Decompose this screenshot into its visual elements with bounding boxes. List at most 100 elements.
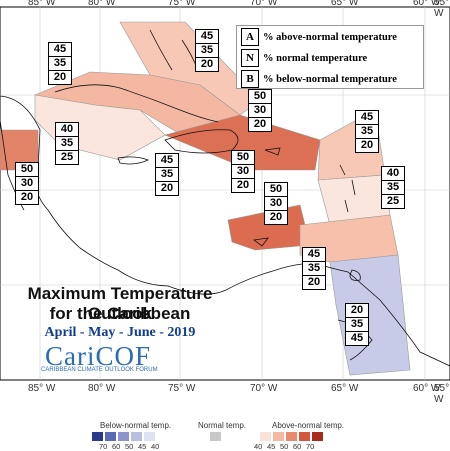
prob-above: 50 [265, 183, 287, 197]
colorbar-normal-title: Normal temp. [198, 421, 247, 430]
prob-box-cuba-west: 40 35 25 [55, 122, 79, 165]
longitude-label-bottom: 75° W [168, 383, 196, 394]
map-title-line2: for the Caribbean [49, 304, 191, 323]
prob-box-turks-caicos: 50 30 20 [248, 89, 272, 132]
legend-key-below: B [241, 70, 259, 88]
prob-box-guianas: 20 35 45 [345, 303, 369, 346]
colorbar-tick-above: 70 [306, 442, 315, 451]
longitude-label-top: 65° W [331, 0, 359, 8]
longitude-label-top: 75° W [168, 0, 196, 8]
longitude-label-bottom: 85° W [28, 383, 56, 394]
prob-box-hispaniola: 50 30 20 [231, 150, 255, 193]
prob-below: 20 [253, 118, 267, 130]
prob-normal: 35 [49, 57, 71, 71]
longitude-label-bottom: 60° W [413, 383, 441, 394]
longitude-label-bottom: 80° W [88, 383, 116, 394]
legend-row-normal: N % normal temperature [237, 48, 423, 68]
prob-normal: 30 [16, 177, 38, 191]
longitude-label-top: 55° W [434, 0, 450, 19]
caricof-logo: CariCOF [45, 341, 152, 371]
prob-normal: 30 [249, 104, 271, 118]
legend-label-above: % above-normal temperature [263, 31, 397, 43]
prob-below: 25 [60, 151, 74, 163]
colorbar-tick-above: 45 [267, 442, 276, 451]
longitude-label-bottom: 70° W [250, 383, 278, 394]
colorbar-tick-below: 45 [138, 442, 147, 451]
longitude-label-top: 85° W [28, 0, 56, 8]
prob-normal: 30 [265, 197, 287, 211]
colorbar-tick-below: 50 [125, 442, 134, 451]
colorbar-swatch-above [273, 432, 284, 441]
colorbar-swatch-normal [210, 432, 221, 441]
longitude-label-top: 70° W [250, 0, 278, 8]
longitude-label-top: 60° W [413, 0, 441, 8]
prob-below: 20 [236, 179, 250, 191]
probability-legend: A % above-normal temperature N % normal … [236, 25, 424, 89]
prob-below: 20 [53, 71, 67, 83]
prob-above: 50 [16, 163, 38, 177]
prob-normal: 35 [196, 44, 218, 58]
colorbar-swatch-below [105, 432, 116, 441]
colorbar-swatch-below [92, 432, 103, 441]
prob-normal: 35 [346, 318, 368, 332]
colorbar-tick-above: 60 [293, 442, 302, 451]
prob-normal: 30 [232, 165, 254, 179]
prob-box-belize: 50 30 20 [15, 162, 39, 205]
colorbar-swatch-below [118, 432, 129, 441]
colorbar-tick-above: 50 [280, 442, 289, 451]
prob-normal: 35 [356, 125, 378, 139]
prob-below: 20 [307, 276, 321, 288]
prob-below: 25 [386, 195, 400, 207]
colorbar-tick-below: 70 [99, 442, 108, 451]
colorbar-tick-below: 40 [151, 442, 160, 451]
legend-key-above: A [241, 28, 259, 46]
prob-normal: 35 [156, 168, 178, 182]
prob-below: 20 [269, 211, 283, 223]
prob-above: 45 [356, 111, 378, 125]
prob-above: 45 [196, 30, 218, 44]
prob-box-bahamas-west: 45 35 20 [48, 42, 72, 85]
prob-below: 20 [160, 182, 174, 194]
prob-box-windward: 40 35 25 [381, 166, 405, 209]
longitude-label-bottom: 55° W [434, 383, 450, 405]
prob-normal: 35 [382, 181, 404, 195]
colorbar-tick-above: 40 [254, 442, 263, 451]
prob-above: 45 [303, 248, 325, 262]
colorbar-swatch-below [144, 432, 155, 441]
longitude-label-bottom: 65° W [331, 383, 359, 394]
prob-box-jamaica: 45 35 20 [155, 153, 179, 196]
prob-below: 20 [200, 58, 214, 70]
map-title-line1: Maximum Temperature Outlook [27, 284, 213, 323]
prob-below: 20 [20, 191, 34, 203]
colorbar-swatch-above [260, 432, 271, 441]
legend-key-normal: N [241, 49, 259, 67]
region-puerto-rico [227, 204, 311, 251]
prob-above: 40 [382, 167, 404, 181]
prob-box-leeward: 45 35 20 [355, 110, 379, 153]
legend-label-below: % below-normal temperature [263, 73, 397, 85]
colorbar-tick-below: 60 [112, 442, 121, 451]
colorbar-below-title: Below-normal temp. [100, 421, 172, 430]
prob-above: 45 [49, 43, 71, 57]
caricof-logo-subtitle: CARIBBEAN CLIMATE OUTLOOK FORUM [41, 367, 158, 373]
prob-above: 40 [56, 123, 78, 137]
prob-box-bahamas-east: 45 35 20 [195, 29, 219, 72]
prob-above: 50 [232, 151, 254, 165]
colorbar-above-title: Above-normal temp. [272, 421, 345, 430]
prob-above: 20 [346, 304, 368, 318]
legend-row-below: B % below-normal temperature [237, 69, 423, 89]
prob-below: 20 [360, 139, 374, 151]
prob-below: 45 [350, 332, 364, 344]
prob-normal: 35 [56, 137, 78, 151]
prob-above: 50 [249, 90, 271, 104]
legend-label-normal: % normal temperature [263, 52, 368, 64]
colorbar-swatch-above [286, 432, 297, 441]
longitude-label-top: 80° W [88, 0, 116, 8]
colorbar [92, 432, 323, 441]
prob-box-puerto-rico: 50 30 20 [264, 182, 288, 225]
prob-normal: 35 [303, 262, 325, 276]
prob-box-trinidad: 45 35 20 [302, 247, 326, 290]
legend-row-above: A % above-normal temperature [237, 27, 423, 47]
colorbar-swatch-above [299, 432, 310, 441]
colorbar-swatch-above [312, 432, 323, 441]
